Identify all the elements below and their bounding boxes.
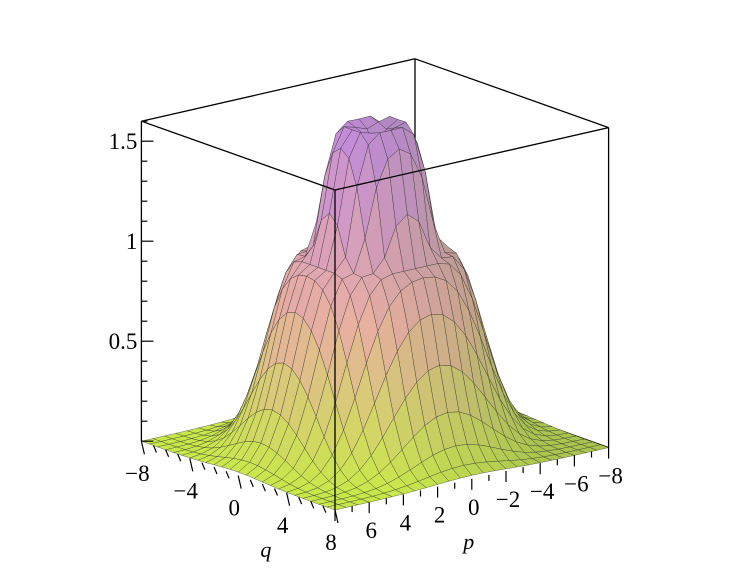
q-tick-mark: [213, 466, 218, 475]
p-axis-title: p: [461, 529, 474, 554]
q-tick-label: 0: [228, 496, 240, 521]
q-tick-mark: [322, 505, 327, 513]
q-tick-label: −4: [174, 478, 199, 503]
q-tick-mark: [189, 458, 194, 472]
z-tick-label: 0.5: [109, 329, 138, 354]
bounding-box-front: [141, 120, 610, 510]
z-tick-label: 1.5: [109, 129, 138, 154]
box-edge: [141, 120, 336, 191]
q-tick-mark: [261, 483, 266, 492]
p-tick-label: 6: [365, 518, 377, 543]
q-tick-mark: [249, 479, 254, 488]
z-axis: 1.5 1 0.5: [109, 120, 154, 442]
surface-patch: [326, 504, 348, 511]
box-edge: [141, 58, 416, 122]
box-edge: [334, 126, 609, 191]
q-tick-mark: [177, 453, 182, 462]
q-tick-mark: [152, 445, 158, 453]
p-tick-label: 0: [468, 495, 480, 520]
p-tick-label: 2: [434, 503, 446, 528]
q-tick-mark: [237, 475, 242, 489]
p-tick-label: 4: [400, 510, 412, 535]
q-axis-title: q: [260, 537, 271, 562]
q-tick-mark: [165, 449, 170, 458]
q-tick-mark: [140, 441, 145, 455]
q-tick-label: 4: [277, 513, 289, 538]
box-edge: [414, 58, 609, 129]
q-tick-label: −8: [125, 461, 149, 486]
q-axis: −8 −4 0 4 8: [125, 441, 339, 555]
q-tick-mark: [225, 471, 230, 479]
p-tick-label: −2: [496, 487, 520, 512]
p-axis: 6 4 2 0 −2 −4 −6 −8: [334, 447, 623, 543]
surface-mesh: [140, 115, 610, 511]
q-tick-label: 8: [325, 530, 337, 555]
p-tick-label: −4: [530, 479, 555, 504]
q-tick-mark: [201, 462, 206, 470]
q-tick-mark: [286, 492, 291, 506]
q-tick-mark: [310, 501, 315, 509]
p-tick-label: −8: [598, 464, 622, 489]
q-tick-mark: [273, 488, 279, 496]
q-tick-mark: [298, 496, 303, 505]
p-tick-label: −6: [564, 471, 588, 496]
z-tick-label: 1: [126, 229, 138, 254]
